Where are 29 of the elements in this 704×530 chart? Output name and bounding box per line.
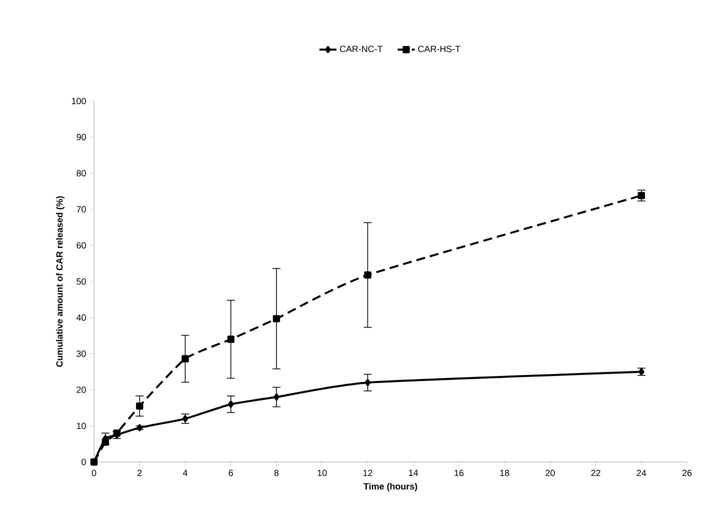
y-tick-label: 10	[76, 422, 86, 430]
y-tick-label: 100	[72, 98, 86, 104]
x-tick-label: 2	[138, 470, 142, 476]
legend-label: CAR-NC-T	[340, 46, 383, 52]
x-tick-label: 20	[546, 470, 555, 476]
x-tick-label: 24	[636, 470, 646, 476]
x-tick-label: 14	[409, 470, 418, 476]
y-tick-label: 50	[76, 278, 86, 285]
x-tick-label: 6	[228, 470, 233, 476]
x-tick-label: 4	[182, 470, 188, 476]
x-tick-label: 18	[500, 470, 510, 476]
x-axis-title: Time (hours)	[364, 482, 418, 492]
y-tick-label: 30	[76, 350, 86, 357]
y-axis-title: Cumulative amount of CAR released (%)	[56, 196, 64, 367]
legend-label: CAR-HS-T	[418, 46, 460, 52]
y-tick-label: 40	[76, 314, 86, 321]
x-tick-label: 10	[318, 470, 327, 476]
x-tick-label: 22	[591, 470, 600, 476]
x-tick-label: 12	[363, 470, 372, 476]
x-tick-label: 26	[682, 470, 692, 476]
x-tick-label: 8	[274, 470, 279, 476]
x-tick-label: 0	[92, 470, 96, 476]
x-tick-label: 16	[454, 470, 464, 476]
y-tick-label: 60	[76, 242, 86, 249]
y-tick-label: 20	[76, 386, 86, 393]
y-tick-label: 90	[76, 134, 86, 140]
y-tick-label: 80	[76, 170, 86, 176]
y-tick-label: 0	[82, 458, 86, 466]
y-tick-label: 70	[76, 206, 86, 212]
